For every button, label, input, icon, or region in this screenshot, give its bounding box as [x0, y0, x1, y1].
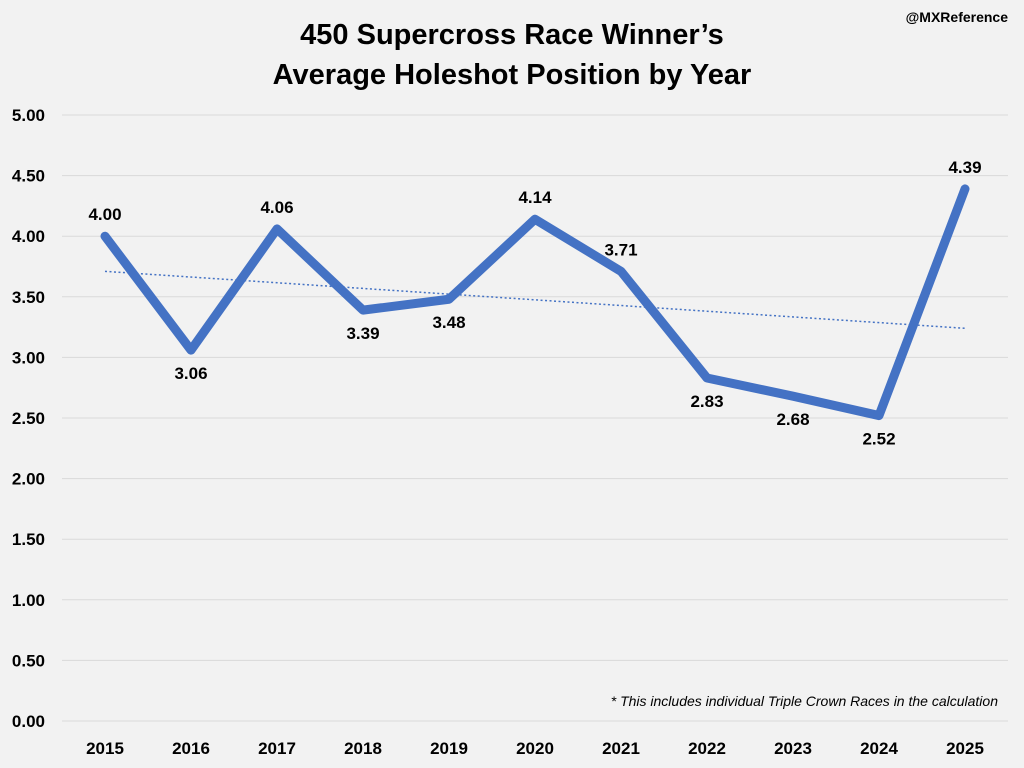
data-label: 4.39 [948, 158, 981, 177]
x-tick-label: 2022 [688, 739, 726, 758]
chart-title-line-2: Average Holeshot Position by Year [273, 59, 752, 91]
data-label: 4.06 [260, 198, 293, 217]
y-tick-label: 0.00 [12, 712, 45, 731]
y-tick-label: 2.50 [12, 409, 45, 428]
data-label: 3.06 [174, 364, 207, 383]
y-tick-label: 1.00 [12, 591, 45, 610]
x-tick-label: 2024 [860, 739, 898, 758]
footnote: * This includes individual Triple Crown … [611, 693, 998, 709]
y-tick-label: 4.50 [12, 167, 45, 186]
data-label: 2.83 [690, 392, 723, 411]
x-tick-label: 2019 [430, 739, 468, 758]
y-tick-label: 5.00 [12, 106, 45, 125]
data-label: 2.52 [862, 430, 895, 449]
gridlines [62, 114, 1008, 722]
x-tick-label: 2016 [172, 739, 210, 758]
x-axis-ticks: 2015 2016 2017 2018 2019 2020 2021 2022 2023 2024… [86, 739, 984, 758]
x-tick-label: 2025 [946, 739, 984, 758]
data-label: 3.39 [346, 324, 379, 343]
data-label: 2.68 [776, 410, 809, 429]
data-label: 4.00 [88, 205, 121, 224]
y-tick-label: 3.00 [12, 348, 45, 367]
x-tick-label: 2015 [86, 739, 124, 758]
data-labels: 4.00 3.06 4.06 3.39 3.48 4.14 3.71 2.83 2.68 2.52… [88, 158, 981, 449]
y-tick-label: 4.00 [12, 227, 45, 246]
y-axis-ticks: 0.00 0.50 1.00 1.50 2.00 2.50 3.00 3.50 4.00 4.50… [12, 106, 45, 731]
y-tick-label: 2.00 [12, 470, 45, 489]
credit-handle: @MXReference [906, 9, 1009, 25]
y-tick-label: 1.50 [12, 530, 45, 549]
data-label: 4.14 [518, 188, 552, 207]
x-tick-label: 2018 [344, 739, 382, 758]
trendline [104, 270, 966, 330]
x-tick-label: 2023 [774, 739, 812, 758]
data-label: 3.48 [432, 313, 465, 332]
y-tick-label: 3.50 [12, 288, 45, 307]
x-tick-label: 2021 [602, 739, 640, 758]
series-line [100, 184, 970, 421]
data-label: 3.71 [604, 240, 637, 259]
x-tick-label: 2017 [258, 739, 296, 758]
y-tick-label: 0.50 [12, 651, 45, 670]
chart-title-line-1: 450 Supercross Race Winner’s [300, 19, 724, 51]
x-tick-label: 2020 [516, 739, 554, 758]
